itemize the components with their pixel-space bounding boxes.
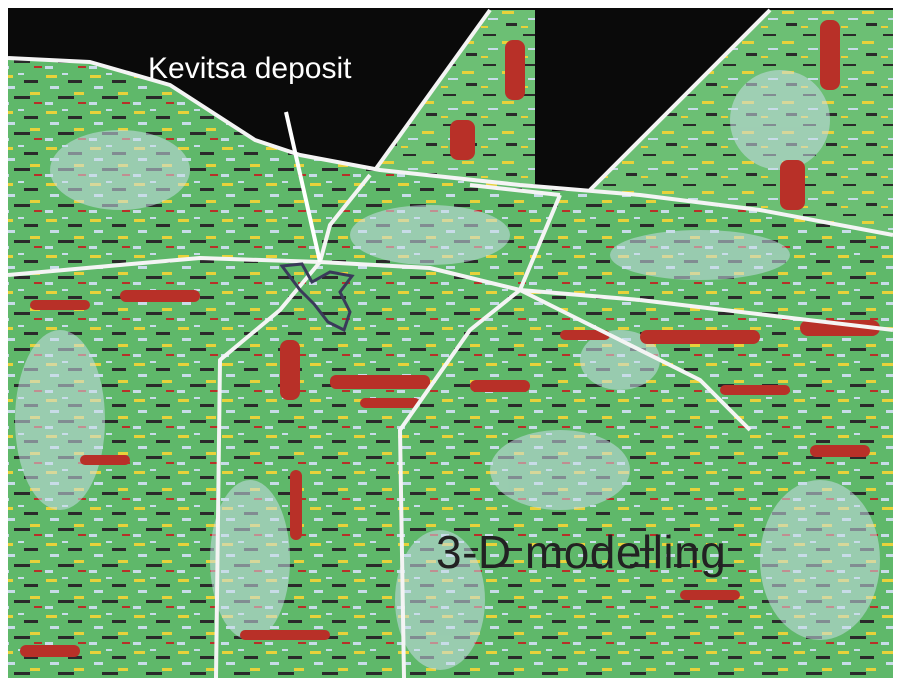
deposit-outline [279, 262, 355, 333]
modelling-label: 3-D modelling [436, 526, 727, 578]
pointer-line [284, 111, 322, 263]
deposit-label: Kevitsa deposit [148, 52, 352, 85]
light-patches [15, 70, 880, 670]
back-panel-left [375, 10, 535, 185]
red-reflectors [20, 20, 880, 657]
